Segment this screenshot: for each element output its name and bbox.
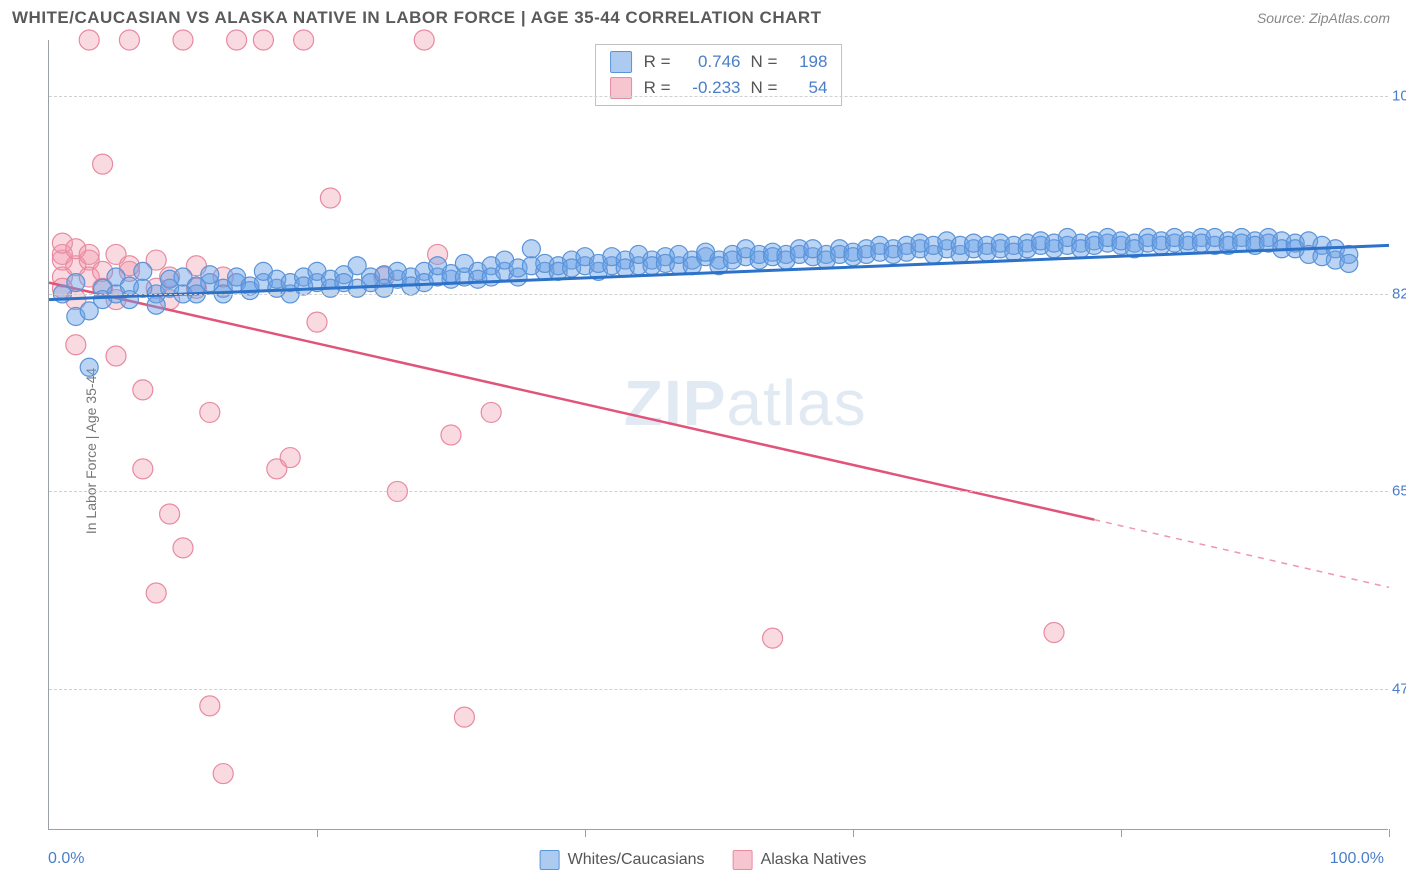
- stat-r-label: R =: [644, 52, 671, 72]
- scatter-point: [134, 262, 152, 280]
- scatter-point: [200, 696, 220, 716]
- scatter-point: [106, 346, 126, 366]
- scatter-point: [80, 358, 98, 376]
- stat-r-value: 0.746: [681, 52, 741, 72]
- source-label: Source:: [1257, 10, 1305, 26]
- swatch-icon: [540, 850, 560, 870]
- trend-line: [49, 283, 1094, 520]
- series-legend: Whites/Caucasians Alaska Natives: [540, 850, 867, 870]
- stats-row-0: R = 0.746 N = 198: [610, 49, 828, 75]
- scatter-point: [481, 402, 501, 422]
- scatter-point: [119, 30, 139, 50]
- gridline: [49, 294, 1388, 295]
- scatter-point: [66, 335, 86, 355]
- gridline: [49, 96, 1388, 97]
- stat-r-label: R =: [644, 78, 671, 98]
- chart-header: WHITE/CAUCASIAN VS ALASKA NATIVE IN LABO…: [0, 0, 1406, 36]
- scatter-point: [133, 459, 153, 479]
- x-tick: [1389, 829, 1390, 837]
- scatter-point: [294, 30, 314, 50]
- scatter-point: [1340, 254, 1358, 272]
- scatter-point: [201, 266, 219, 284]
- scatter-point: [414, 30, 434, 50]
- scatter-point: [227, 30, 247, 50]
- scatter-point: [67, 274, 85, 292]
- x-tick: [317, 829, 318, 837]
- scatter-point: [307, 312, 327, 332]
- y-tick-label: 82.5%: [1392, 285, 1406, 302]
- scatter-point: [320, 188, 340, 208]
- trend-line-extrapolated: [1094, 520, 1389, 588]
- swatch-icon: [733, 850, 753, 870]
- swatch-icon: [610, 51, 632, 73]
- x-tick: [1121, 829, 1122, 837]
- scatter-svg: [49, 40, 1388, 829]
- stat-r-value: -0.233: [681, 78, 741, 98]
- scatter-point: [522, 240, 540, 258]
- source-attribution: Source: ZipAtlas.com: [1257, 10, 1390, 26]
- legend-label: Whites/Caucasians: [568, 851, 705, 869]
- source-name: ZipAtlas.com: [1309, 10, 1390, 26]
- scatter-point: [133, 380, 153, 400]
- gridline: [49, 491, 1388, 492]
- legend-item-0: Whites/Caucasians: [540, 850, 705, 870]
- legend-label: Alaska Natives: [761, 851, 867, 869]
- scatter-point: [93, 154, 113, 174]
- scatter-point: [1044, 623, 1064, 643]
- legend-item-1: Alaska Natives: [733, 850, 867, 870]
- y-tick-label: 47.5%: [1392, 680, 1406, 697]
- stat-n-label: N =: [751, 52, 778, 72]
- scatter-point: [213, 764, 233, 784]
- stat-n-value: 198: [787, 52, 827, 72]
- plot-region: ZIPatlas R = 0.746 N = 198 R = -0.233 N …: [48, 40, 1388, 830]
- scatter-point: [79, 244, 99, 264]
- chart-title: WHITE/CAUCASIAN VS ALASKA NATIVE IN LABO…: [12, 8, 822, 28]
- x-axis-start-label: 0.0%: [48, 850, 84, 868]
- scatter-point: [280, 448, 300, 468]
- scatter-point: [160, 504, 180, 524]
- x-tick: [585, 829, 586, 837]
- stat-n-label: N =: [751, 78, 778, 98]
- scatter-point: [173, 538, 193, 558]
- scatter-point: [173, 30, 193, 50]
- scatter-point: [441, 425, 461, 445]
- y-tick-label: 65.0%: [1392, 483, 1406, 500]
- scatter-point: [200, 402, 220, 422]
- scatter-point: [454, 707, 474, 727]
- scatter-point: [763, 628, 783, 648]
- x-axis-end-label: 100.0%: [1330, 850, 1384, 868]
- scatter-point: [79, 30, 99, 50]
- scatter-point: [147, 296, 165, 314]
- scatter-point: [253, 30, 273, 50]
- stat-n-value: 54: [787, 78, 827, 98]
- scatter-point: [146, 583, 166, 603]
- y-tick-label: 100.0%: [1392, 88, 1406, 105]
- gridline: [49, 689, 1388, 690]
- x-tick: [853, 829, 854, 837]
- chart-area: In Labor Force | Age 35-44 ZIPatlas R = …: [0, 36, 1406, 866]
